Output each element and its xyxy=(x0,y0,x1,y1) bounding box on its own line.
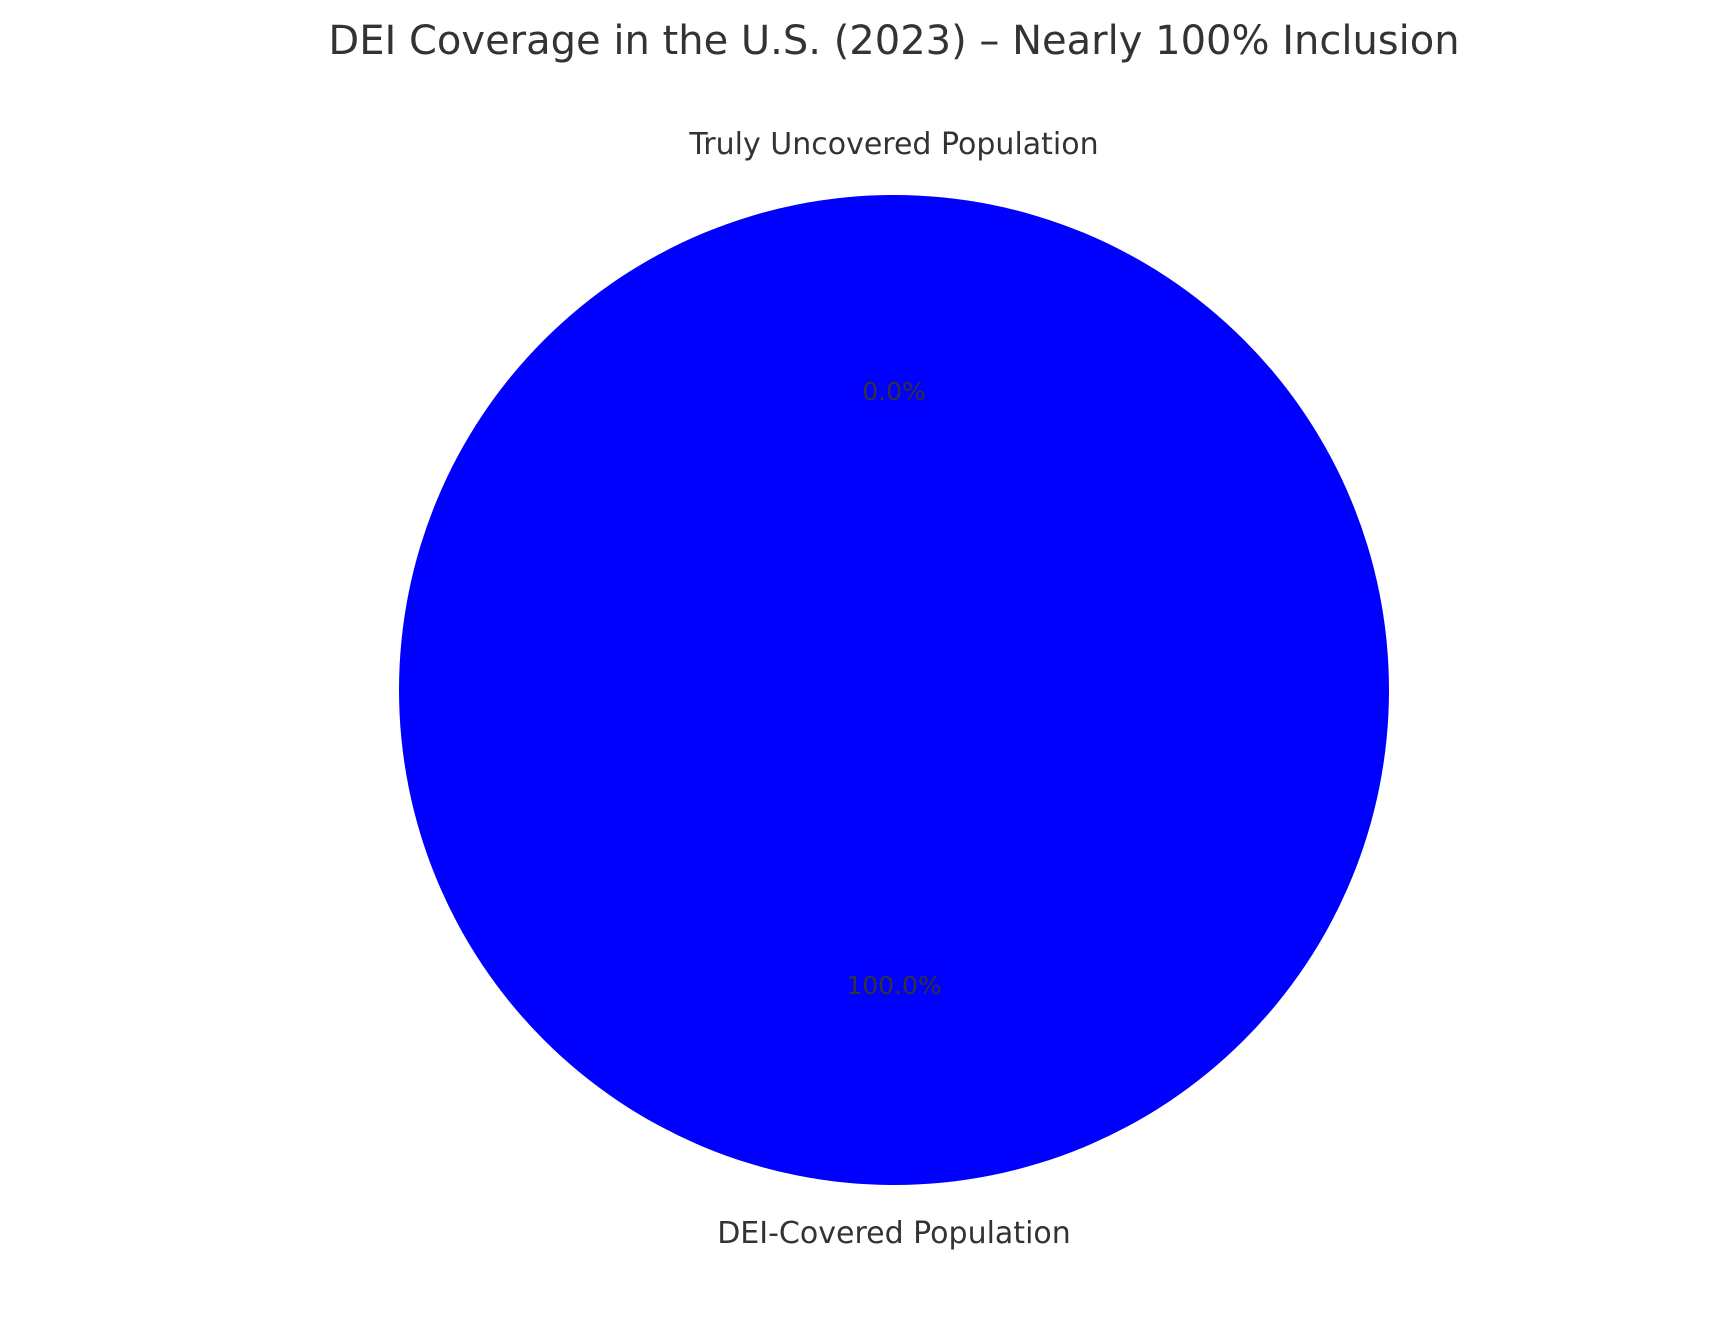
slice-label-dei-covered-population: DEI-Covered Population xyxy=(717,1216,1071,1251)
pie-labels: DEI-Covered Population 100.0% Truly Uncove… xyxy=(688,127,1098,1251)
pie-slices xyxy=(399,195,1389,1185)
pie-slice-dei-covered-population xyxy=(399,195,1389,1185)
slice-label-truly-uncovered-population: Truly Uncovered Population xyxy=(688,127,1098,162)
pct-label-truly-uncovered-population: 0.0% xyxy=(862,377,926,406)
pct-label-dei-covered-population: 100.0% xyxy=(846,971,941,1000)
chart-title: DEI Coverage in the U.S. (2023) – Nearly… xyxy=(328,18,1459,64)
